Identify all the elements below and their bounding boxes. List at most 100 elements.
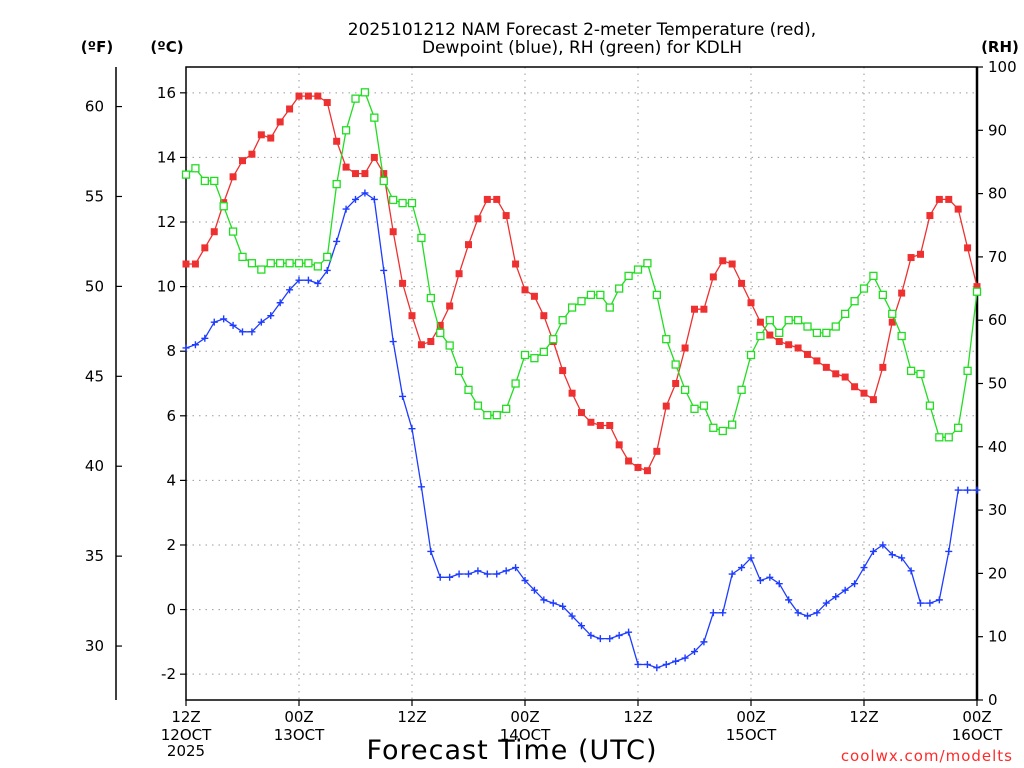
temperature-point	[380, 170, 388, 178]
credit-text: coolwx.com/modelts	[841, 747, 1013, 765]
dewpoint-point	[239, 328, 246, 336]
temperature-point	[540, 312, 548, 320]
fahrenheit-tick-label: 35	[85, 547, 104, 565]
dewpoint-point	[549, 599, 557, 607]
rh-tick-label: 60	[988, 311, 1007, 329]
dewpoint-point	[804, 612, 811, 620]
dewpoint-point	[841, 586, 849, 594]
relative-humidity-point	[605, 303, 614, 312]
dewpoint-point	[775, 580, 783, 588]
chart-title: 2025101212 NAM Forecast 2-meter Temperat…	[348, 20, 816, 40]
temperature-point	[747, 299, 755, 307]
temperature-point	[643, 467, 651, 475]
dewpoint-point	[879, 541, 887, 549]
relative-humidity-point	[567, 303, 577, 312]
dewpoint-point	[926, 599, 934, 607]
x-tick-label: 00Z	[284, 708, 313, 726]
temperature-point	[785, 341, 793, 349]
relative-humidity-point	[944, 433, 953, 442]
rh-tick-label: 90	[988, 121, 1007, 139]
temperature-point	[568, 389, 576, 397]
temperature-point	[267, 134, 275, 142]
relative-humidity-point	[530, 354, 539, 363]
temperature-point	[935, 195, 943, 203]
temperature-point	[182, 260, 190, 268]
rh-tick-label: 10	[988, 628, 1007, 646]
temperature-point	[738, 279, 746, 287]
dewpoint-point	[399, 392, 407, 400]
dewpoint-point	[267, 312, 275, 320]
x-tick-date-label: 13OCT	[274, 726, 325, 744]
temperature-point	[559, 367, 567, 375]
relative-humidity-point	[916, 369, 925, 379]
dewpoint-point	[606, 635, 614, 643]
dewpoint-point	[709, 609, 717, 617]
dewpoint-point	[286, 286, 294, 294]
temperature-series	[182, 92, 981, 475]
dewpoint-point	[408, 425, 416, 433]
relative-humidity-point	[502, 404, 511, 413]
dewpoint-point	[182, 344, 190, 352]
temperature-point	[606, 421, 614, 429]
dewpoint-point	[502, 567, 510, 575]
dewpoint-point	[851, 580, 859, 588]
relative-humidity-point	[577, 297, 586, 306]
dewpoint-point	[417, 483, 425, 491]
dewpoint-point	[352, 195, 359, 203]
relative-humidity-point	[954, 423, 963, 432]
temperature-point	[314, 92, 322, 100]
relative-humidity-point	[436, 328, 445, 338]
temperature-point	[257, 131, 265, 139]
dewpoint-point	[832, 593, 840, 601]
dewpoint-point	[380, 266, 388, 274]
fahrenheit-tick-label: 45	[85, 367, 104, 385]
temperature-point	[530, 292, 538, 300]
dewpoint-point	[907, 567, 915, 575]
temperature-point	[973, 283, 981, 291]
x-tick-label: 00Z	[510, 708, 539, 726]
temperature-point	[333, 137, 341, 145]
dewpoint-point	[568, 612, 576, 620]
temperature-point	[446, 302, 454, 310]
dewpoint-point	[361, 189, 369, 197]
temperature-point	[775, 338, 783, 346]
dewpoint-point	[210, 318, 218, 326]
temperature-point	[229, 173, 237, 181]
relative-humidity-point	[822, 328, 831, 338]
dewpoint-point	[738, 564, 746, 572]
dewpoint-point	[530, 586, 538, 594]
relative-humidity-point	[454, 366, 464, 375]
relative-humidity-point	[624, 271, 633, 281]
dewpoint-point	[625, 628, 633, 636]
fahrenheit-tick-label: 40	[85, 457, 104, 475]
relative-humidity-point	[549, 335, 558, 344]
relative-humidity-point	[266, 259, 275, 268]
relative-humidity-point	[520, 350, 530, 360]
rh-tick-label: 0	[988, 691, 998, 709]
relative-humidity-point	[464, 385, 473, 394]
temperature-point	[662, 402, 670, 410]
dewpoint-point	[945, 547, 953, 555]
dewpoint-point	[446, 573, 454, 581]
rh-tick-label: 40	[988, 438, 1007, 456]
rh-tick-label: 30	[988, 501, 1007, 519]
relative-humidity-point	[709, 423, 718, 432]
relative-humidity-point	[539, 347, 548, 357]
relative-humidity-point	[398, 198, 407, 208]
temperature-point	[408, 312, 416, 320]
fahrenheit-tick-label: 50	[85, 277, 104, 295]
relative-humidity-point	[181, 170, 191, 179]
relative-humidity-point	[558, 316, 567, 325]
dewpoint-point	[342, 205, 350, 213]
relative-humidity-point	[407, 198, 417, 208]
axes: -2 0 2 4 6 8 10 12 14 16 30 35 40 45 50 55 60 0 10 20 30 40 50…	[85, 58, 1017, 760]
dewpoint-point	[465, 570, 472, 578]
rh-tick-label: 100	[988, 58, 1017, 76]
relative-humidity-point	[210, 176, 219, 186]
celsius-unit-label: (ºC)	[150, 38, 183, 56]
temperature-point	[578, 409, 585, 417]
temperature-point	[964, 244, 972, 252]
dewpoint-point	[248, 328, 256, 336]
relative-humidity-point	[379, 176, 388, 186]
dewpoint-point	[314, 279, 322, 287]
